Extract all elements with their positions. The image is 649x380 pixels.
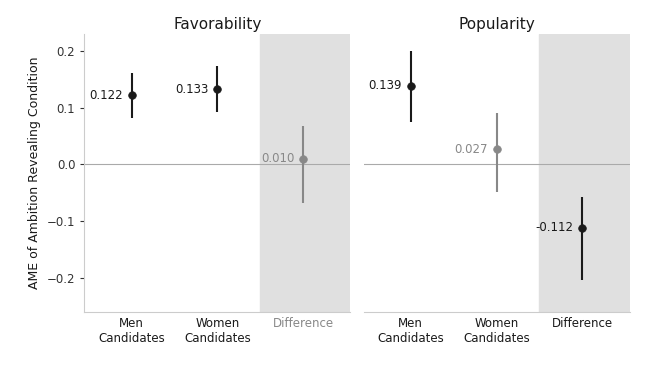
Title: Popularity: Popularity [458,17,535,32]
Text: 0.133: 0.133 [175,82,209,96]
Text: 0.027: 0.027 [454,142,488,156]
Bar [260,34,350,312]
Title: Favorability: Favorability [173,17,262,32]
Text: 0.139: 0.139 [369,79,402,92]
Text: 0.122: 0.122 [90,89,123,102]
Text: -0.112: -0.112 [536,221,574,234]
Y-axis label: AME of Ambition Revealing Condition: AME of Ambition Revealing Condition [29,57,42,289]
Text: 0.010: 0.010 [261,152,295,165]
Bar [539,34,630,312]
